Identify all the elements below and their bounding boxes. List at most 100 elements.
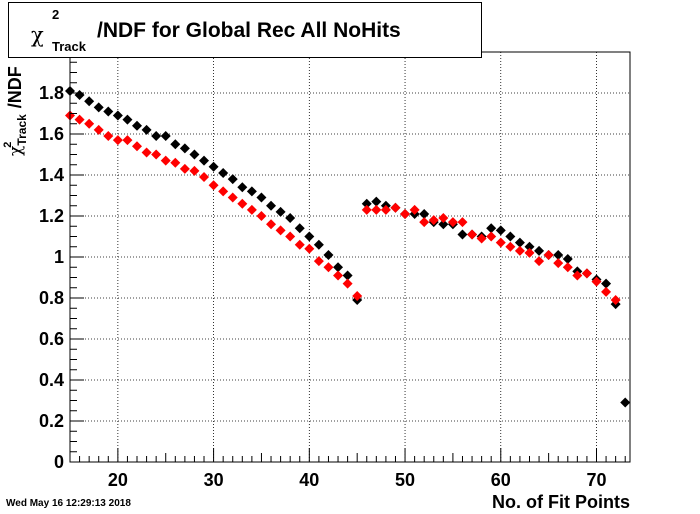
red-series-point — [553, 258, 564, 269]
red-series-point — [505, 241, 516, 252]
black-series-point — [170, 139, 181, 150]
red-series-point — [122, 135, 133, 146]
black-series-point — [562, 254, 573, 265]
red-series-point — [170, 157, 181, 168]
y-tick-label: 0.8 — [39, 288, 64, 308]
black-series-point — [294, 223, 305, 234]
x-tick-label: 70 — [586, 470, 606, 490]
red-series-point — [199, 172, 210, 183]
black-series-point — [304, 231, 315, 242]
red-series-point — [409, 204, 420, 215]
red-series-point — [256, 211, 267, 221]
black-series-point — [199, 155, 210, 166]
black-series-point — [103, 106, 114, 117]
x-tick-label: 50 — [395, 470, 415, 490]
black-series-point — [457, 229, 468, 240]
red-series-point — [371, 204, 382, 215]
black-series-point — [189, 149, 200, 160]
red-series-point — [524, 247, 535, 258]
black-series-point — [208, 161, 219, 172]
red-series-point — [514, 245, 525, 256]
black-series-point — [486, 223, 497, 234]
black-series-point — [333, 262, 344, 273]
red-series-point — [294, 239, 305, 250]
black-series-point — [160, 131, 171, 142]
red-series-point — [237, 198, 248, 209]
black-series-point — [419, 208, 430, 219]
red-series-point — [562, 262, 573, 273]
axes: 20 30 40 50 60 70 0 0.2 0.4 0.6 0.8 1 1.2 1.4 1.6 1.8 — [39, 51, 631, 490]
black-series-point — [74, 90, 85, 101]
y-tick-label: 0 — [54, 452, 64, 472]
red-series-point — [380, 204, 391, 215]
y-label-subscript: Track — [15, 114, 29, 146]
x-tick-label: 30 — [204, 470, 224, 490]
black-series-point — [122, 114, 133, 125]
x-tick-label: 20 — [108, 470, 128, 490]
red-series-point — [476, 233, 487, 244]
chart-title: χ 2 Track /NDF for Global Rec All NoHits — [8, 2, 482, 58]
title-text: /NDF for Global Rec All NoHits — [97, 19, 401, 42]
y-tick-label: 0.2 — [39, 411, 64, 431]
data-points — [65, 85, 631, 408]
black-series-point — [371, 196, 382, 207]
y-tick-label: 1.8 — [39, 83, 64, 103]
red-series-point — [208, 180, 219, 191]
red-series-point — [543, 249, 554, 260]
red-series-point — [246, 204, 257, 215]
title-superscript: 2 — [52, 7, 60, 22]
x-tick-label: 60 — [491, 470, 511, 490]
red-series-point — [495, 237, 506, 248]
black-series-point — [534, 245, 545, 256]
black-series-point — [438, 219, 449, 230]
y-tick-label: 1 — [54, 247, 64, 267]
red-series-point — [467, 229, 478, 240]
red-series-point — [304, 243, 315, 254]
grid-lines — [70, 52, 630, 462]
black-series-point — [84, 96, 95, 107]
red-series-point — [74, 114, 85, 125]
red-series-point — [160, 155, 171, 166]
title-chi-symbol: χ — [31, 23, 44, 47]
red-series-point — [189, 165, 200, 176]
red-series-point — [610, 295, 621, 306]
red-series-point — [275, 225, 286, 236]
red-series-point — [179, 163, 190, 174]
black-series-point — [275, 206, 286, 217]
red-series-point — [419, 217, 430, 228]
red-series-point — [581, 268, 592, 279]
black-series-point — [93, 102, 104, 113]
black-series-point — [237, 182, 248, 193]
black-series-point — [342, 270, 353, 281]
black-series-point — [553, 249, 564, 260]
y-tick-label: 0.6 — [39, 329, 64, 349]
black-series-point — [524, 241, 535, 252]
red-series-point — [112, 135, 123, 146]
timestamp: Wed May 16 12:29:13 2018 — [6, 498, 131, 509]
red-series-point — [390, 202, 401, 213]
red-series-point — [428, 215, 439, 226]
red-series-point — [457, 217, 468, 228]
red-series-point — [400, 208, 411, 219]
red-series-point — [285, 231, 296, 242]
black-series-point — [514, 237, 525, 248]
red-series-point — [333, 270, 344, 281]
black-series-point — [141, 124, 152, 135]
red-series-point — [227, 192, 238, 203]
red-series-point — [601, 286, 612, 297]
red-series-point — [323, 262, 334, 273]
red-series-point — [486, 231, 497, 242]
black-series-point — [620, 397, 631, 408]
red-series-point — [218, 186, 229, 197]
red-series-point — [103, 131, 114, 142]
black-series-point — [227, 174, 238, 185]
red-series-point — [534, 256, 545, 267]
y-tick-label: 1.6 — [39, 124, 64, 144]
black-series-point — [246, 186, 257, 197]
black-series-point — [179, 143, 190, 154]
red-series-point — [313, 256, 324, 267]
red-series-point — [151, 149, 162, 160]
black-series-point — [285, 213, 296, 224]
black-series-point — [218, 167, 229, 178]
